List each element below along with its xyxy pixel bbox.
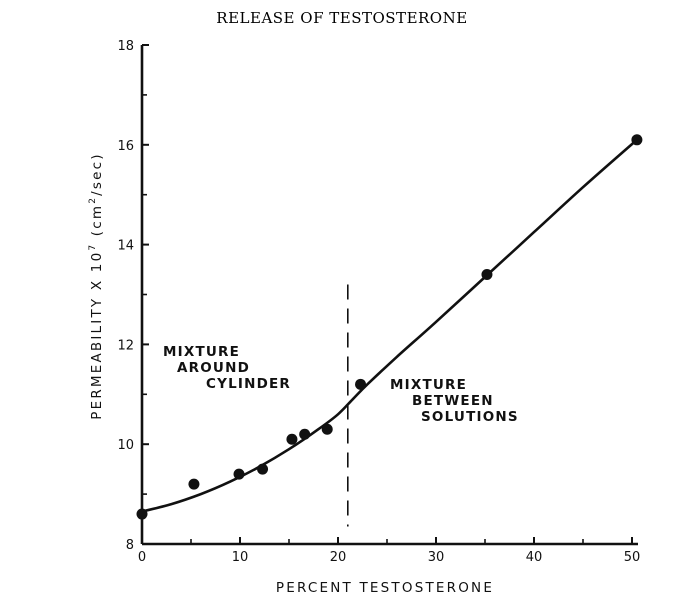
data-point xyxy=(233,468,245,480)
y-axis-label-exponent: 2 xyxy=(88,196,98,204)
x-axis-label: PERCENT TESTOSTERONE xyxy=(276,580,494,596)
data-point xyxy=(355,378,367,390)
data-point xyxy=(481,269,493,281)
y-axis-label-exponent: 7 xyxy=(88,243,98,251)
x-tick-label: 0 xyxy=(138,550,146,565)
annotation-text: MIXTURE xyxy=(163,344,240,360)
data-point xyxy=(257,463,269,475)
data-point xyxy=(136,508,148,520)
axes: 8 10 12 14 16 18 0 10 20 30 40 50 xyxy=(117,39,640,565)
fit-curve xyxy=(140,138,639,513)
x-tick-label: 10 xyxy=(232,550,249,565)
y-tick-label: 14 xyxy=(117,239,134,254)
x-tick-label: 30 xyxy=(428,550,445,565)
annotation-text: MIXTURE xyxy=(390,377,467,393)
fit-curve-group xyxy=(140,138,639,513)
data-points xyxy=(136,134,643,520)
annotation-text: CYLINDER xyxy=(206,376,291,392)
y-tick-label: 16 xyxy=(117,139,134,154)
annotation-text: AROUND xyxy=(177,360,250,376)
y-tick-label: 18 xyxy=(117,39,134,54)
x-tick-label: 50 xyxy=(624,550,641,565)
data-point xyxy=(321,423,333,435)
y-tick-label: 12 xyxy=(117,338,134,353)
x-tick-label: 20 xyxy=(330,550,347,565)
data-point xyxy=(286,433,298,445)
annotation-text: BETWEEN xyxy=(412,393,494,409)
x-tick-label: 40 xyxy=(526,550,543,565)
y-axis-label-part: (cm xyxy=(89,204,105,243)
y-axis-label: PERMEABILITY X 107 (cm2/sec) xyxy=(88,152,105,420)
data-point xyxy=(188,478,200,490)
annotation-text: SOLUTIONS xyxy=(421,409,519,425)
y-axis-label-part: /sec) xyxy=(89,152,105,196)
y-axis-label-part: PERMEABILITY X 10 xyxy=(89,251,105,420)
y-tick-label: 8 xyxy=(126,538,134,553)
data-point xyxy=(631,134,643,146)
chart-title: RELEASE OF TESTOSTERONE xyxy=(216,9,467,27)
data-point xyxy=(299,428,311,440)
y-tick-label: 10 xyxy=(117,438,134,453)
